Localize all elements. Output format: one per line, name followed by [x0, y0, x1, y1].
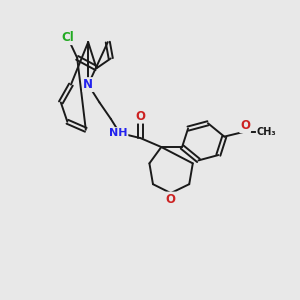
Text: N: N — [83, 78, 93, 91]
Text: O: O — [136, 110, 146, 123]
Text: NH: NH — [109, 128, 128, 138]
Text: Cl: Cl — [61, 31, 74, 44]
Text: O: O — [166, 193, 176, 206]
Text: O: O — [240, 119, 250, 132]
Text: CH₃: CH₃ — [257, 127, 276, 136]
